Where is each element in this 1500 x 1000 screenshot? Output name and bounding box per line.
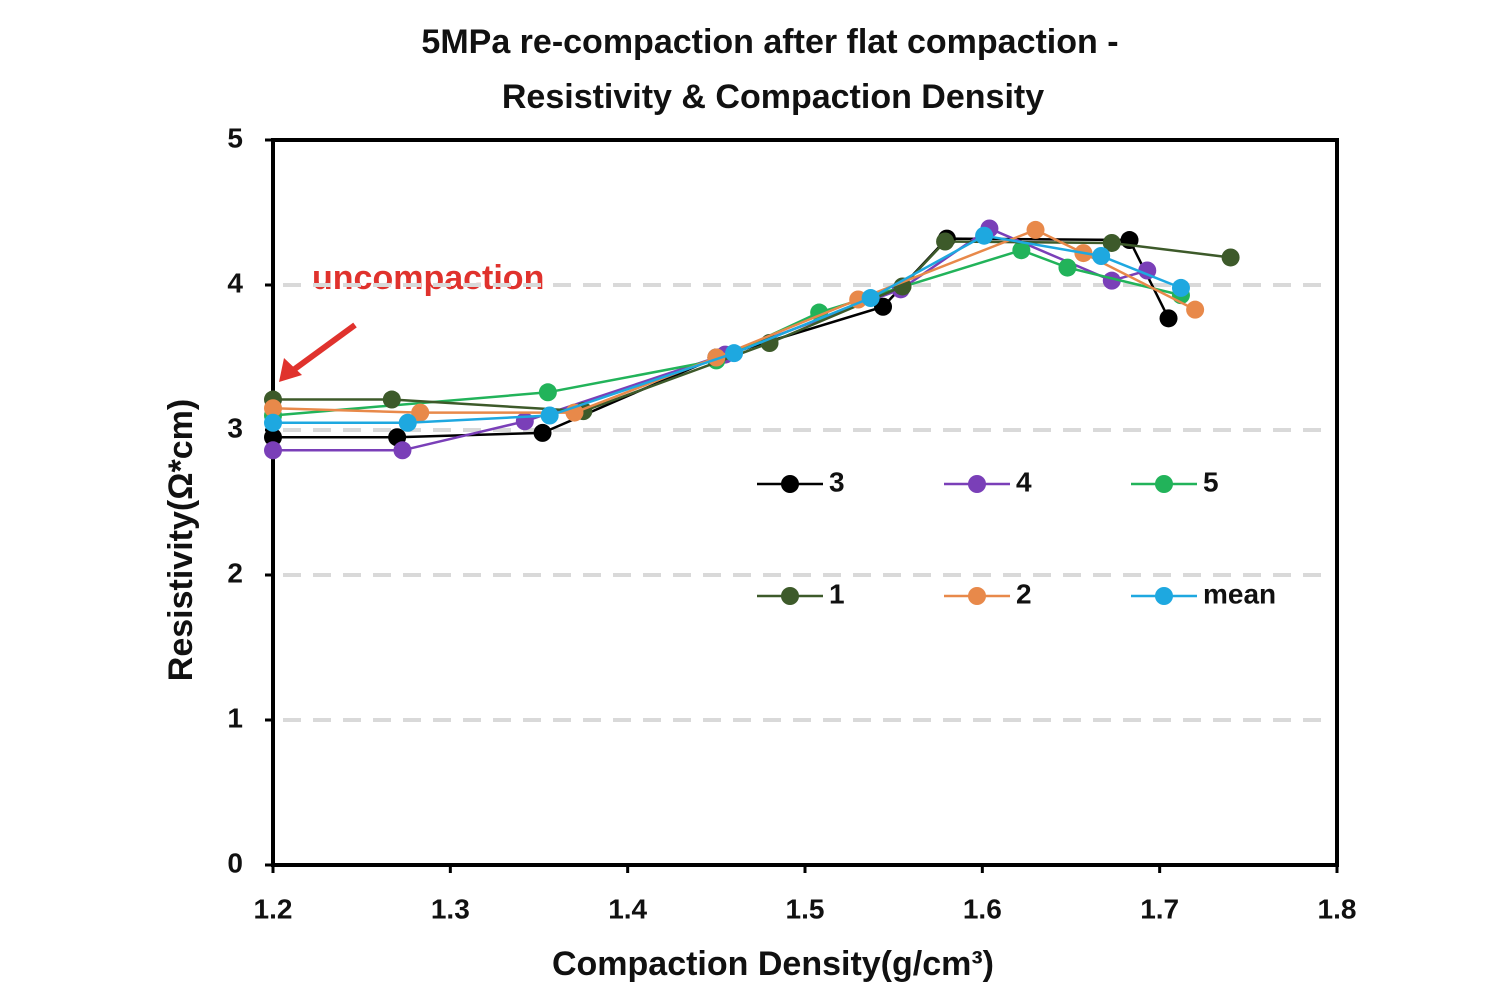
data-point (393, 441, 412, 460)
annotation-arrow (290, 322, 357, 374)
x-axis-label: Compaction Density(g/cm³) (552, 945, 994, 983)
legend-marker (781, 475, 799, 493)
data-point (725, 344, 744, 363)
chart-title: Resistivity & Compaction Density (502, 78, 1044, 116)
data-point (975, 226, 994, 245)
annotation-arrowhead (279, 358, 302, 382)
data-point (1221, 248, 1240, 267)
chart-title: 5MPa re-compaction after flat compaction… (421, 23, 1118, 61)
data-point (264, 441, 282, 460)
data-point (1026, 220, 1045, 239)
x-tick-label: 1.5 (786, 893, 825, 924)
data-point (533, 423, 552, 442)
x-tick-label: 1.2 (254, 893, 293, 924)
data-point (264, 399, 282, 418)
data-point (707, 348, 726, 367)
y-tick-label: 4 (227, 267, 243, 298)
y-tick-label: 0 (227, 847, 243, 878)
series-line (273, 240, 1231, 413)
data-point (398, 413, 417, 432)
y-tick-label: 1 (227, 702, 243, 733)
y-tick-label: 2 (227, 557, 243, 588)
y-axis-label: Resistivity(Ω*cm) (162, 399, 200, 681)
legend-label: 4 (1016, 466, 1032, 497)
legend-marker (1155, 475, 1173, 493)
x-tick-label: 1.7 (1140, 893, 1179, 924)
data-point (1186, 300, 1205, 319)
x-tick-label: 1.4 (608, 893, 647, 924)
legend-label: 1 (829, 578, 845, 609)
legend-label: 2 (1016, 578, 1032, 609)
data-point (411, 403, 430, 422)
x-tick-label: 1.6 (963, 893, 1002, 924)
data-point (264, 428, 282, 447)
plot-frame (271, 138, 1339, 867)
y-tick-label: 3 (227, 412, 243, 443)
x-tick-label: 1.3 (431, 893, 470, 924)
data-point (1012, 241, 1031, 260)
legend-label: 5 (1203, 466, 1219, 497)
annotation: uncompaction (312, 259, 544, 297)
data-point (1102, 233, 1121, 252)
series-line (273, 237, 1170, 439)
data-point (1058, 258, 1077, 277)
data-point (264, 413, 282, 432)
data-point (1159, 309, 1178, 328)
data-point (540, 406, 559, 425)
legend-label: mean (1203, 578, 1276, 609)
legend-marker (781, 587, 799, 605)
data-point (515, 412, 534, 431)
legend-marker (968, 475, 986, 493)
data-point (1092, 247, 1111, 265)
data-point (936, 232, 955, 251)
y-tick-label: 5 (227, 122, 243, 153)
data-point (538, 383, 557, 402)
x-tick-label: 1.8 (1318, 893, 1357, 924)
data-point (382, 390, 401, 409)
legend-label: 3 (829, 466, 845, 497)
data-point (1171, 278, 1190, 297)
legend-marker (1155, 587, 1173, 605)
legend-marker (968, 587, 986, 605)
series-line (273, 234, 1182, 424)
data-point (861, 289, 880, 308)
